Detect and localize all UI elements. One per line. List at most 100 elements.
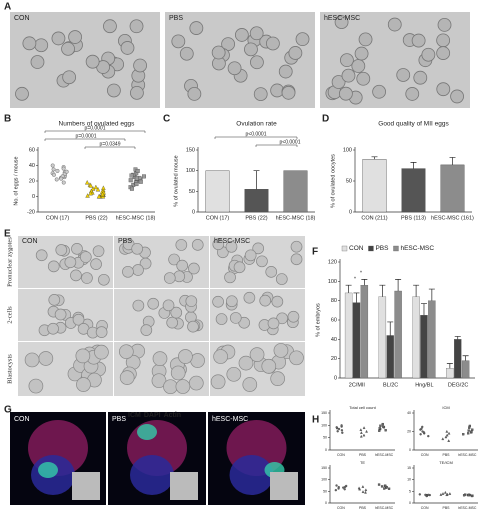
error-bar <box>428 288 435 301</box>
legend-swatch <box>341 245 348 252</box>
embryo <box>215 313 228 325</box>
bar <box>412 296 420 379</box>
embryo <box>226 366 242 382</box>
oocyte <box>62 70 77 85</box>
embryo <box>188 375 204 391</box>
embryo <box>224 271 236 284</box>
data-point <box>362 433 366 437</box>
oocyte <box>234 28 249 42</box>
y-tick-label: 40 <box>29 163 35 169</box>
oocyte <box>437 17 452 32</box>
bar <box>446 368 454 379</box>
y-tick-label: 50 <box>189 189 195 195</box>
error-bar <box>361 279 368 286</box>
x-tick-label: hESC-MSC (161) <box>431 215 474 221</box>
oocyte <box>30 55 45 69</box>
y-tick-label: 20 <box>331 356 337 362</box>
data-point <box>421 425 424 429</box>
y-tick-label: 100 <box>343 147 352 153</box>
y-tick-label: 0 <box>192 209 195 215</box>
oocyte <box>249 26 264 41</box>
y-tick-label: 100 <box>328 279 337 285</box>
oocyte <box>331 75 346 89</box>
embryo <box>275 273 288 285</box>
error-bar <box>410 162 417 169</box>
x-tick-label: CON (17) <box>206 215 230 221</box>
data-point <box>361 490 365 493</box>
image-label: CON <box>14 15 30 22</box>
x-tick-label: CON <box>337 506 345 510</box>
data-point <box>377 483 381 486</box>
annotation: p=0.0349 <box>100 141 121 147</box>
data-point <box>379 424 382 427</box>
data-point <box>383 487 386 490</box>
embryo <box>259 294 272 307</box>
y-axis-label: No. of eggs / mouse <box>13 156 19 205</box>
bar <box>440 164 465 213</box>
data-point <box>470 494 474 498</box>
oocyte <box>295 32 310 47</box>
panel-label: H <box>312 415 319 426</box>
data-point <box>471 428 474 431</box>
y-tick-label: 50 <box>346 178 352 184</box>
error-bar <box>446 363 453 369</box>
data-point <box>100 191 105 197</box>
y-tick-label: 80 <box>331 298 337 304</box>
error-bar <box>253 170 260 190</box>
embryo <box>210 374 226 390</box>
stain-label: DAPI <box>144 412 161 419</box>
y-tick-label: 60 <box>331 317 337 323</box>
panel-label: D <box>322 114 329 125</box>
data-point <box>55 168 60 173</box>
dapi-blob <box>229 455 274 495</box>
data-point <box>96 194 102 199</box>
data-point <box>427 434 430 438</box>
data-point <box>344 485 347 489</box>
image-layer <box>10 12 470 505</box>
y-axis-label: % of ovulated mouse <box>173 155 179 206</box>
embryo <box>168 253 180 266</box>
embryo <box>92 245 105 258</box>
oocyte <box>120 41 135 55</box>
data-point <box>129 186 134 191</box>
embryo <box>175 239 188 251</box>
data-point <box>364 488 368 492</box>
x-tick-label: CON <box>421 453 429 457</box>
y-tick-label: -20 <box>27 209 35 215</box>
data-point <box>422 431 426 434</box>
y-tick-label: 150 <box>321 466 327 470</box>
embryo <box>119 370 135 385</box>
oocyte <box>450 89 464 104</box>
chart-title: Ovulation rate <box>236 121 277 128</box>
x-tick-label: PBS <box>359 506 367 510</box>
oocyte <box>253 87 268 101</box>
embryo <box>212 238 225 251</box>
embryo <box>70 269 82 282</box>
embryo <box>212 295 224 308</box>
image-label: PBS <box>169 15 183 22</box>
stain-label: Actin <box>164 412 182 419</box>
data-point <box>142 174 146 179</box>
data-point <box>441 492 445 495</box>
data-point <box>468 424 472 428</box>
embryo <box>79 251 92 263</box>
data-point <box>365 429 368 433</box>
image-label: hESC-MSC <box>212 416 248 423</box>
column-label: hESC-MSC <box>214 238 250 245</box>
data-point <box>418 493 421 496</box>
embryo <box>170 306 183 319</box>
inset <box>170 472 198 500</box>
embryo <box>287 310 300 323</box>
y-axis-label: % of embryos <box>315 303 321 337</box>
y-axis-label: % of ovulated oocytes <box>330 154 336 208</box>
bar <box>360 285 369 379</box>
embryo <box>270 371 286 386</box>
data-point <box>441 437 445 441</box>
chart-title: Numbers of ovulated eggs <box>59 121 136 128</box>
embryo <box>131 242 144 255</box>
oocyte <box>288 46 303 60</box>
data-point <box>381 422 384 426</box>
embryo <box>188 262 200 275</box>
y-tick-label: 60 <box>29 147 35 153</box>
data-point <box>51 172 56 177</box>
